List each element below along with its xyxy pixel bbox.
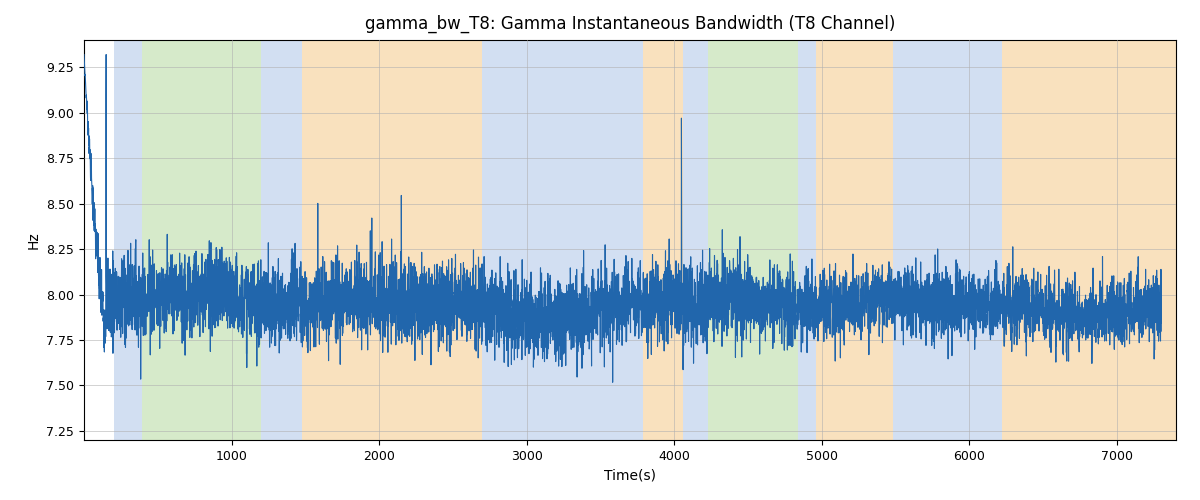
Bar (893, 40, 1002, 440)
Bar (798, 40, 816, 440)
Y-axis label: Hz: Hz (26, 231, 41, 249)
Bar (643, 40, 683, 440)
Bar (302, 40, 482, 440)
Bar (142, 40, 262, 440)
Bar (114, 40, 142, 440)
Bar (262, 40, 302, 440)
Bar (708, 40, 798, 440)
X-axis label: Time(s): Time(s) (604, 468, 656, 482)
Bar (482, 40, 643, 440)
Bar (683, 40, 708, 440)
Title: gamma_bw_T8: Gamma Instantaneous Bandwidth (T8 Channel): gamma_bw_T8: Gamma Instantaneous Bandwid… (365, 15, 895, 33)
Bar (816, 40, 893, 440)
Bar (1002, 40, 1176, 440)
